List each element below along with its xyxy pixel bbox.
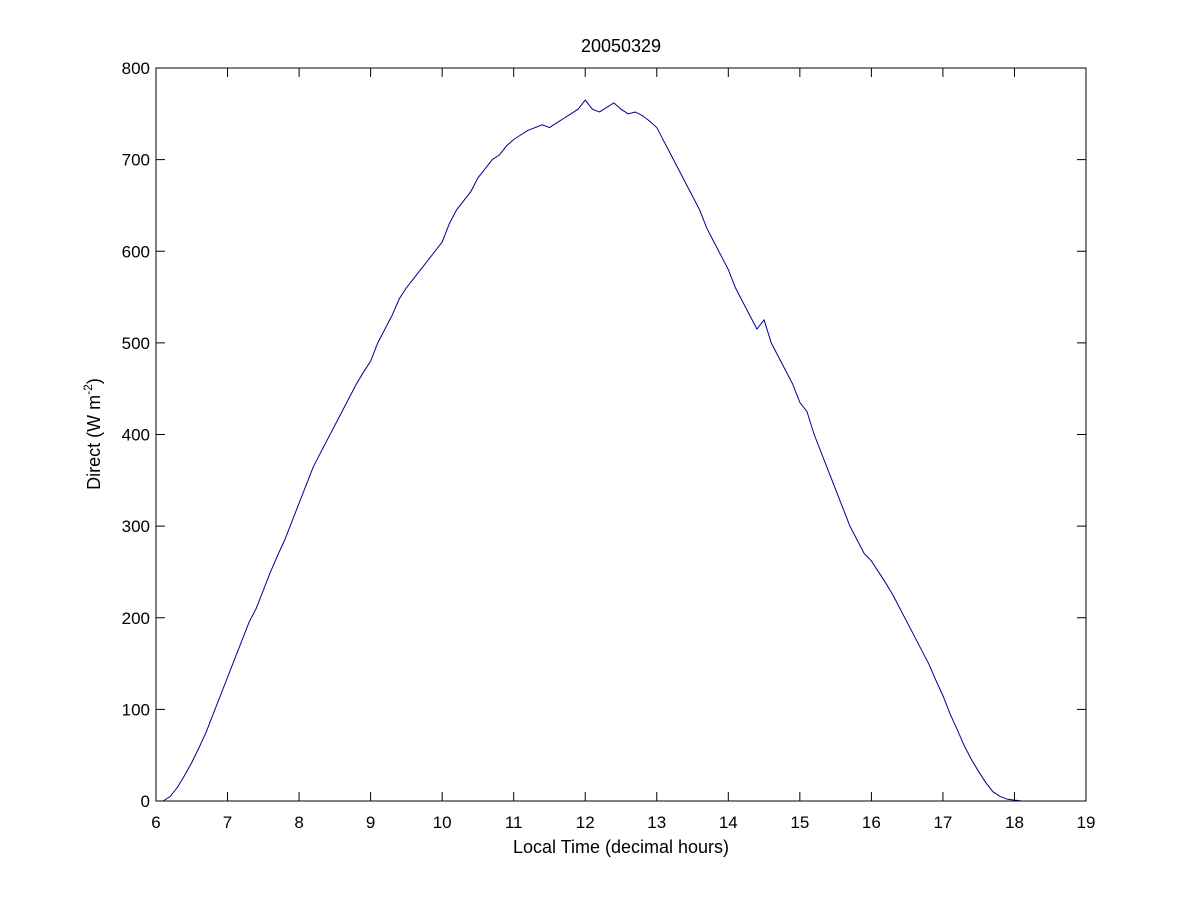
x-tick-label: 11 (505, 813, 523, 832)
y-tick-label: 0 (141, 792, 150, 811)
x-tick-label: 14 (719, 813, 738, 832)
x-tick-labels: 6 7 8 9 10 11 12 13 14 15 16 17 18 19 (151, 813, 1095, 832)
x-tick-label: 6 (151, 813, 160, 832)
x-tick-label: 8 (294, 813, 303, 832)
ticks-layer (155, 67, 1087, 802)
x-tick-label: 13 (647, 813, 666, 832)
y-tick-label: 600 (122, 242, 150, 261)
x-tick-label: 12 (576, 813, 595, 832)
y-tick-label: 700 (122, 151, 150, 170)
y-axis-label-prefix: Direct (W m (84, 395, 104, 490)
x-tick-label: 15 (790, 813, 809, 832)
y-axis-label-superscript: -2 (81, 384, 95, 395)
series-line-direct (162, 99, 1044, 802)
y-axis-label: Direct (W m-2) (81, 378, 104, 490)
y-tick-label: 300 (122, 517, 150, 536)
y-tick-label: 800 (122, 59, 150, 78)
x-tick-label: 18 (1005, 813, 1024, 832)
x-tick-label: 17 (933, 813, 952, 832)
x-tick-label: 19 (1077, 813, 1096, 832)
x-tick-label: 9 (366, 813, 375, 832)
plot-area (156, 68, 1086, 801)
y-tick-label: 400 (122, 426, 150, 445)
y-tick-label: 200 (122, 609, 150, 628)
y-axis-label-suffix: ) (84, 378, 104, 384)
y-tick-label: 500 (122, 334, 150, 353)
x-tick-label: 16 (862, 813, 881, 832)
y-tick-labels: 0 100 200 300 400 500 600 700 800 (122, 59, 150, 811)
x-tick-label: 10 (433, 813, 452, 832)
chart-title: 20050329 (581, 36, 661, 56)
y-tick-label: 100 (122, 700, 150, 719)
x-tick-label: 7 (223, 813, 232, 832)
axes-box (155, 67, 1087, 802)
x-axis-label: Local Time (decimal hours) (513, 837, 729, 857)
